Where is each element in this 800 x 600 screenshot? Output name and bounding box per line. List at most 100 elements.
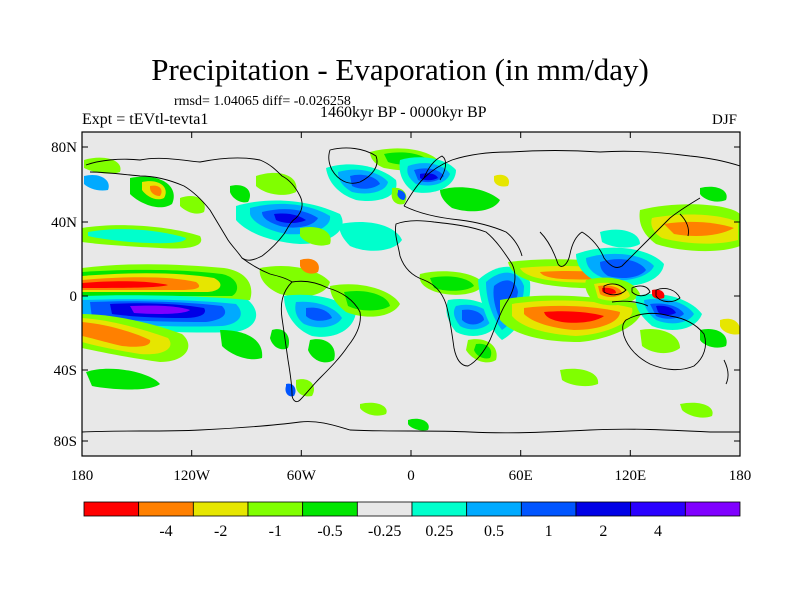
colorbar [83,501,741,517]
contour-region [440,187,500,212]
contour-region [720,318,740,335]
contour-region [285,383,296,397]
contour-region [600,229,640,248]
contour-region [84,157,121,174]
contour-region [308,339,335,363]
colorbar-labels: -4 -2 -1 -0.5 -0.25 0.25 0.5 1 2 4 [159,523,662,540]
lon-label-0: 0 [407,468,415,484]
colorbar-label: 4 [654,523,662,540]
contour-region [150,185,162,196]
coastline [655,287,681,303]
colorbar-swatch [411,501,468,517]
coastline [539,231,583,267]
colorbar-label: 1 [545,523,553,540]
experiment-label: Expt = tEVtl-tevta1 [82,111,209,128]
coastline [611,300,649,307]
lon-label-180e: 180 [729,468,752,484]
contour-region [350,174,380,189]
colorbar-label: 0.25 [425,523,453,540]
coastline [241,257,293,283]
contour-region [700,186,727,202]
contour-region [544,311,604,323]
colorbar-label: -0.5 [317,523,342,540]
contour-region [360,402,387,416]
contour-region [339,221,402,251]
lon-label-60w: 60W [287,468,317,484]
contour-fields [82,148,740,431]
contour-region [274,213,306,223]
contour-region [220,330,263,360]
chart-title: Precipitation - Evaporation (in mm/day) [151,52,649,87]
contour-region [230,185,250,203]
coastline [403,205,523,257]
colorbar-swatch [192,501,249,517]
contour-region [494,174,510,187]
coastline [85,157,303,261]
contour-region [86,368,160,390]
colorbar-swatch [630,501,686,517]
period-label: 1460kyr BP - 0000kyr BP [320,104,487,121]
colorbar-swatch [302,501,358,517]
stats-label: rmsd= 1.04065 diff= -0.026258 [174,94,351,109]
colorbar-swatch [575,501,632,517]
colorbar-swatch [83,501,140,517]
colorbar-swatch [247,501,304,517]
contour-region [420,173,438,181]
lat-label-40s: 40S [54,363,77,379]
coastline [723,359,729,385]
coastline [679,213,689,237]
contour-region [397,190,406,200]
colorbar-label: 2 [599,523,607,540]
colorbar-label: -1 [269,523,282,540]
lat-label-40n: 40N [51,215,77,231]
contour-region [430,276,474,291]
colorbar-label: -0.25 [368,523,401,540]
contour-region [664,221,734,236]
contour-region [700,328,727,348]
contour-region [560,368,599,387]
contour-region [88,229,186,244]
contour-region [680,402,713,418]
colorbar-swatch [466,501,522,517]
coastline [423,155,447,181]
colorbar-label: 0.5 [484,523,504,540]
coastline [603,283,627,296]
lat-label-80n: 80N [51,140,77,156]
contour-region [640,328,680,354]
lat-label-0: 0 [70,289,78,305]
colorbar-swatch [138,501,194,517]
colorbar-swatch [684,501,741,517]
coastline [622,312,706,371]
contour-region [300,258,319,274]
colorbar-swatch [520,501,577,517]
contour-region [296,379,315,397]
coastline [581,197,701,269]
contour-region [306,307,332,321]
contour-region [462,309,484,325]
contour-region [652,289,665,299]
contour-region [130,305,190,314]
colorbar-label: -4 [159,523,172,540]
contour-region [656,305,676,316]
contour-region [408,418,429,431]
coastline [395,220,516,367]
contour-region [600,259,646,278]
coastline [280,280,361,403]
lon-label-120e: 120E [614,468,646,484]
contour-region [300,226,331,246]
coastline [631,285,651,297]
contour-region [84,174,109,191]
contour-region [474,343,492,359]
coastline [82,421,740,434]
lat-label-80s: 80S [54,434,77,450]
contour-region [180,195,205,214]
contour-region [82,322,151,347]
season-label: DJF [712,112,738,128]
lon-label-60e: 60E [509,468,533,484]
contour-region [82,281,168,288]
lon-label-180w: 180 [71,468,94,484]
coastline [328,147,378,184]
colorbar-swatch [356,501,413,517]
colorbar-label: -2 [214,523,227,540]
